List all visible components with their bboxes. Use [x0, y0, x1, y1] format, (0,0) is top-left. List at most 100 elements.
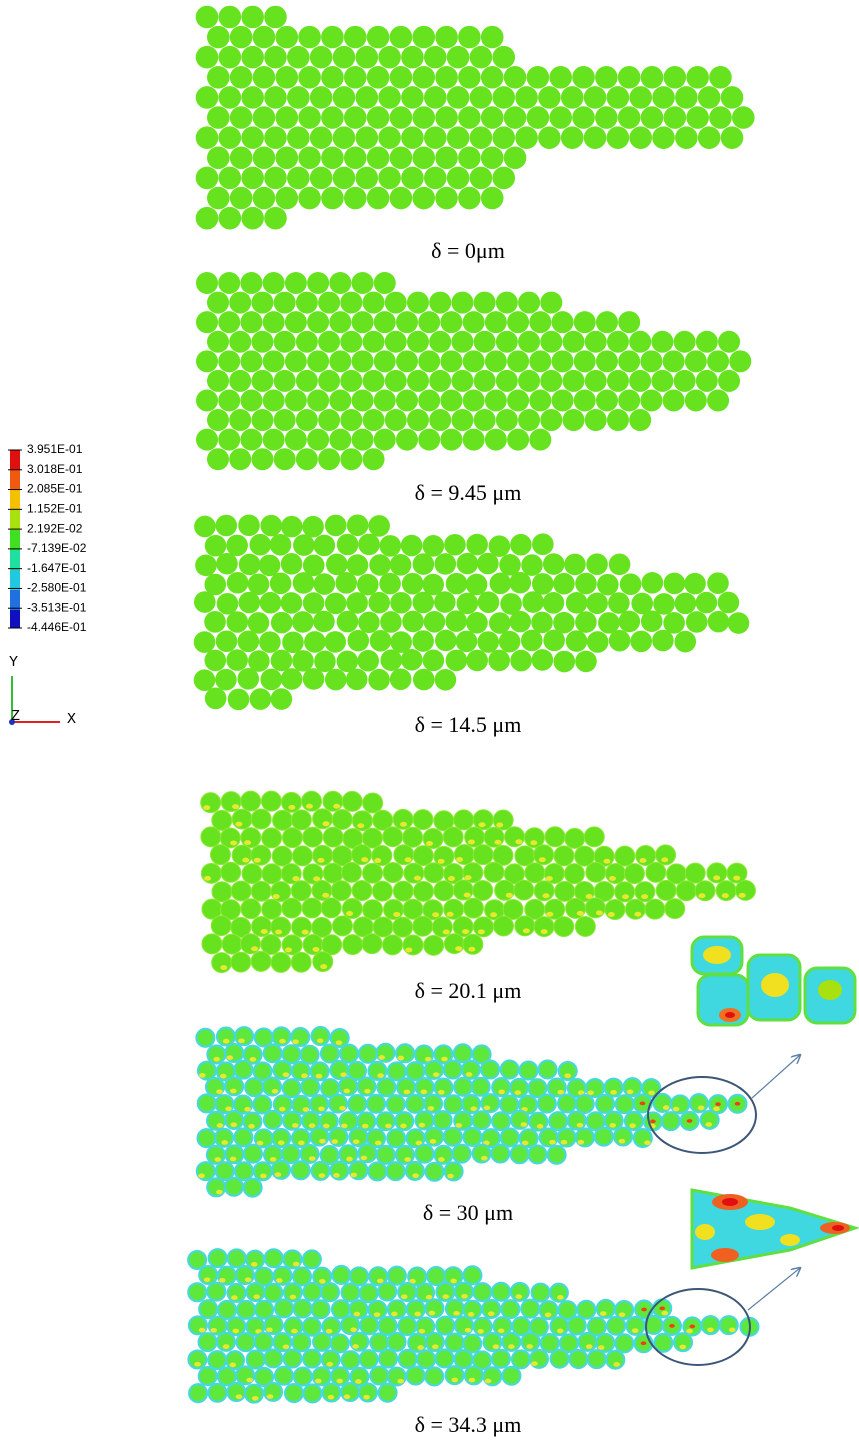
stress-spot [288, 804, 296, 810]
particle [195, 5, 219, 29]
particle [472, 844, 494, 866]
particle-panel [187, 1248, 760, 1404]
particle [518, 1128, 539, 1149]
particle [229, 369, 252, 392]
particle [540, 369, 563, 392]
stress-spot [733, 875, 741, 881]
particle [314, 650, 336, 673]
particle [510, 533, 532, 556]
particle [443, 1266, 464, 1287]
particle [386, 1331, 407, 1352]
particle [451, 1143, 472, 1164]
stress-spot [278, 1106, 286, 1112]
particle [210, 915, 232, 937]
legend-label: 2.085E-01 [27, 482, 83, 496]
particle [727, 612, 750, 634]
particle [694, 880, 716, 902]
stress-spot [326, 1361, 334, 1367]
stress-spot [350, 1327, 357, 1333]
particle [574, 915, 596, 937]
particle [709, 66, 732, 89]
particle [527, 1144, 548, 1165]
stress-spot [483, 1105, 491, 1111]
particle [556, 1127, 577, 1148]
particle [196, 311, 218, 334]
stress-spot [412, 1173, 419, 1179]
particle [284, 428, 307, 451]
particle [480, 25, 504, 49]
particle [406, 291, 429, 314]
stress-spot [618, 1312, 626, 1318]
particle [275, 106, 299, 129]
particle [394, 1144, 416, 1165]
particle [290, 809, 312, 831]
particle [207, 25, 230, 49]
particle [240, 898, 262, 920]
stress-spot [331, 1139, 339, 1144]
particle [389, 186, 413, 210]
particle [554, 880, 576, 902]
particle [329, 272, 352, 294]
particle [575, 650, 597, 673]
stress-spot [292, 1123, 299, 1128]
particle [697, 126, 721, 149]
particle [695, 330, 718, 353]
particle [406, 369, 429, 392]
particle [729, 350, 752, 373]
particle [655, 844, 677, 866]
particle [302, 592, 325, 614]
particle [380, 649, 403, 672]
stress-spot [515, 1294, 523, 1299]
particle [640, 389, 663, 412]
particle [397, 1316, 418, 1337]
stress-spot [634, 911, 642, 917]
stress-spot [597, 1345, 605, 1350]
particle [272, 809, 294, 831]
particle [520, 1298, 541, 1319]
particle [435, 186, 458, 210]
particle [373, 272, 396, 294]
particle [384, 409, 407, 432]
particle [204, 687, 227, 710]
stress-spot [253, 857, 261, 863]
particle [207, 369, 229, 392]
particle [470, 1076, 491, 1097]
particle [443, 898, 465, 920]
particle [645, 861, 667, 883]
particle [207, 186, 230, 210]
particle [349, 1331, 370, 1352]
particle [251, 291, 274, 314]
particle [378, 45, 401, 69]
particle [564, 553, 586, 576]
particle [215, 668, 237, 691]
particle [529, 350, 552, 373]
particle [442, 1126, 463, 1147]
particle [227, 688, 250, 711]
particle [230, 916, 252, 938]
particle [597, 573, 619, 596]
stress-spot [468, 1377, 476, 1383]
particle [273, 409, 296, 432]
stress-spot [429, 1139, 437, 1144]
stress-spot [235, 1394, 243, 1400]
particle [489, 572, 512, 595]
stress-spot [531, 1361, 538, 1366]
particle [674, 592, 697, 615]
particle [583, 826, 605, 848]
stress-spot [363, 1394, 370, 1400]
particle [362, 291, 385, 314]
axis-label: X [67, 711, 76, 728]
stress-spot [320, 964, 328, 970]
particle [584, 409, 607, 432]
stress-spot [291, 1328, 298, 1334]
particle [341, 861, 363, 883]
particle [718, 1315, 739, 1336]
particle [270, 688, 293, 710]
particle [431, 916, 453, 938]
particle [242, 1143, 263, 1164]
particle [604, 899, 626, 921]
stress-spot [465, 1072, 473, 1077]
particle [335, 572, 358, 594]
particle [291, 916, 313, 938]
particle [653, 593, 675, 615]
